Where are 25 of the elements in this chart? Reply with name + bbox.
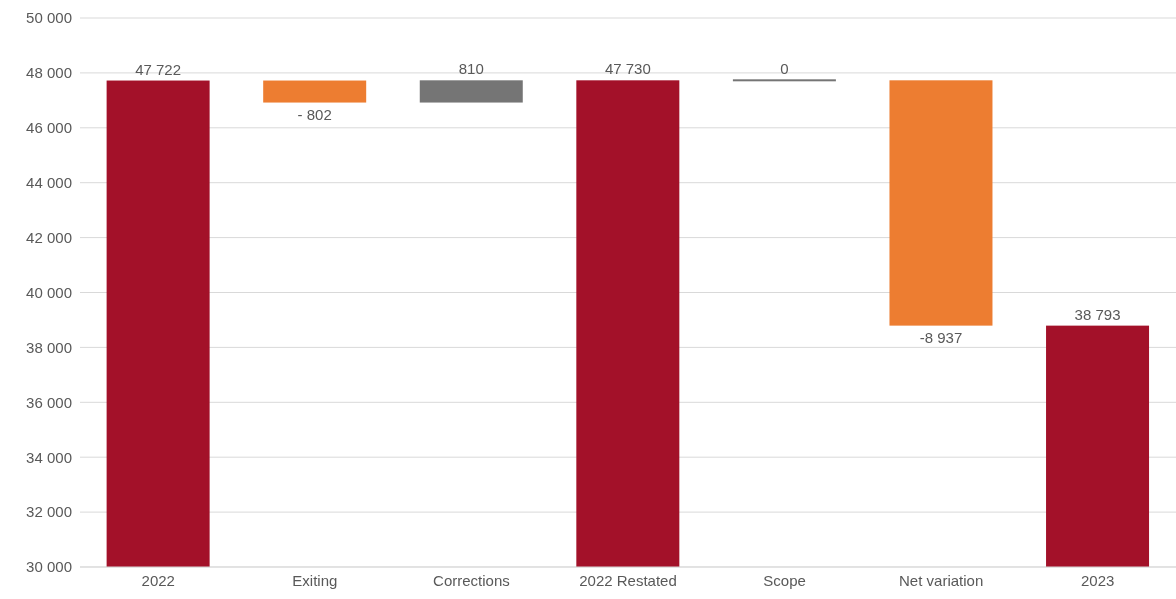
y-tick-label: 34 000 bbox=[26, 448, 72, 466]
y-tick-label: 42 000 bbox=[26, 228, 72, 246]
y-tick-label: 40 000 bbox=[26, 283, 72, 301]
data-label: -8 937 bbox=[919, 328, 963, 346]
data-label: - 802 bbox=[297, 105, 332, 123]
x-tick-label: 2022 Restated bbox=[579, 571, 677, 589]
x-tick-label: Net variation bbox=[899, 571, 984, 589]
x-tick-label: 2023 bbox=[1081, 571, 1115, 589]
x-tick-label: Corrections bbox=[433, 571, 510, 589]
data-label: 0 bbox=[780, 60, 789, 78]
y-tick-label: 44 000 bbox=[26, 174, 72, 192]
y-tick-label: 46 000 bbox=[26, 119, 72, 137]
y-tick-label: 36 000 bbox=[26, 393, 72, 411]
data-label: 47 722 bbox=[135, 60, 182, 78]
y-tick-label: 32 000 bbox=[26, 503, 72, 521]
x-tick-label: 2022 bbox=[141, 571, 175, 589]
y-tick-label: 38 000 bbox=[26, 338, 72, 356]
x-tick-label: Scope bbox=[763, 571, 806, 589]
data-label: 47 730 bbox=[604, 60, 651, 78]
data-label: 810 bbox=[458, 60, 484, 78]
data-label: 38 793 bbox=[1074, 305, 1121, 323]
x-tick-label: Exiting bbox=[292, 571, 338, 589]
y-tick-label: 30 000 bbox=[26, 558, 72, 576]
y-tick-label: 50 000 bbox=[26, 9, 72, 27]
y-tick-label: 48 000 bbox=[26, 64, 72, 82]
